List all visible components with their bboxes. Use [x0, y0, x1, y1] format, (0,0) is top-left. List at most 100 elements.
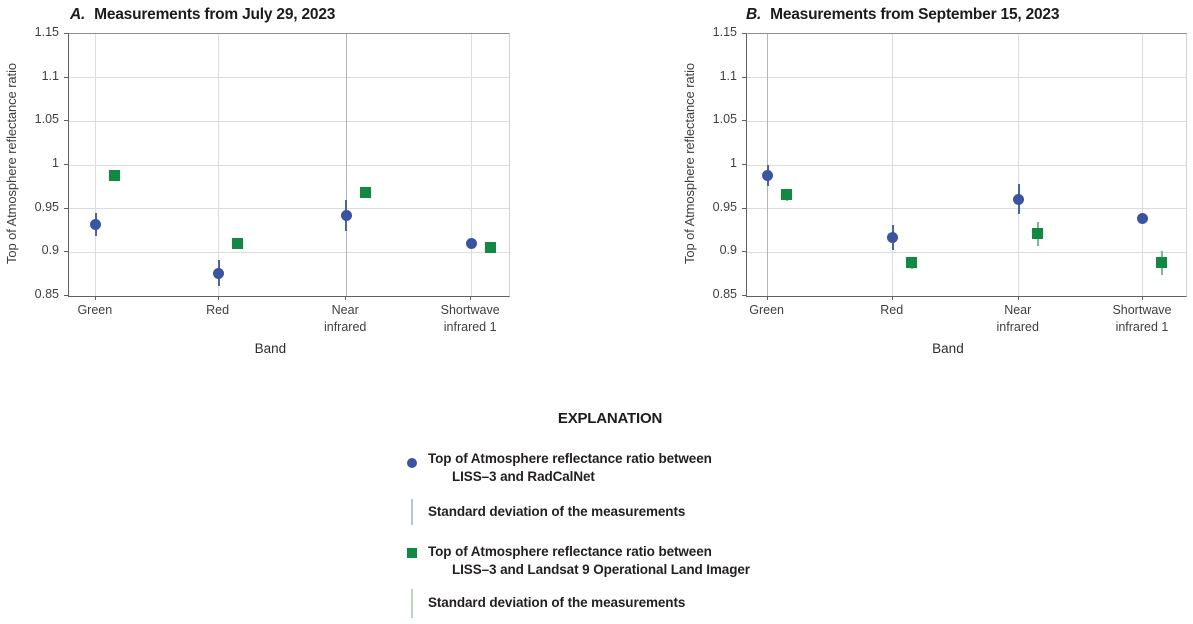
- y-tick-label: 0.85: [712, 287, 737, 301]
- y-tick-mark: [64, 76, 68, 78]
- data-point-circle: [213, 267, 225, 279]
- x-tick-mark: [470, 296, 472, 300]
- x-tick-mark: [1017, 296, 1019, 300]
- data-point-square: [1156, 257, 1168, 269]
- legend-item-2-line-2: LISS–3 and Landsat 9 Operational Land Im…: [452, 562, 750, 577]
- data-point-square: [484, 241, 496, 253]
- x-tick-label: Near infrared: [323, 303, 367, 334]
- x-tick-mark: [94, 296, 96, 300]
- y-tick-label: 0.95: [34, 199, 59, 214]
- y-tick-mark: [742, 76, 746, 78]
- y-tick-mark: [742, 164, 746, 165]
- x-gridline: [218, 34, 220, 296]
- y-tick-label: 1.1: [719, 68, 737, 83]
- legend-stddev-line-green-icon: [411, 589, 413, 618]
- legend-stddev-line-blue-icon: [411, 499, 413, 525]
- y-tick-label: 1: [52, 156, 59, 170]
- legend-square-icon: [407, 548, 417, 558]
- y-tick-label: 1.05: [712, 112, 737, 127]
- y-tick-mark: [64, 251, 68, 253]
- data-point-square: [906, 257, 918, 269]
- x-tick-mark: [345, 296, 347, 300]
- panel-a-letter: A.: [70, 6, 86, 23]
- x-tick-mark: [217, 296, 219, 300]
- panel-b-title-text: Measurements from September 15, 2023: [770, 6, 1060, 23]
- x-tick-mark: [891, 296, 893, 300]
- data-point-square: [359, 187, 371, 199]
- legend-item-1-line-2: LISS–3 and RadCalNet: [452, 469, 595, 484]
- x-tick-label: Red: [880, 303, 904, 317]
- panel-a-title: A. Measurements from July 29, 2023: [70, 6, 335, 24]
- legend-item-2-line-1: Top of Atmosphere reflectance ratio betw…: [428, 544, 712, 559]
- x-tick-label: Shortwave infrared 1: [440, 303, 500, 334]
- y-tick-label: 0.85: [34, 287, 59, 301]
- panel-b-title: B. Measurements from September 15, 2023: [746, 6, 1059, 24]
- x-tick-label: Red: [206, 303, 230, 317]
- legend-item-1-line-1: Top of Atmosphere reflectance ratio betw…: [428, 451, 712, 466]
- y-tick-label: 0.9: [719, 243, 737, 258]
- y-gridline: [69, 77, 509, 79]
- panel-b-x-axis-title: Band: [932, 341, 964, 356]
- data-point-square: [232, 238, 244, 250]
- y-tick-mark: [742, 33, 746, 34]
- y-tick-label: 1.1: [41, 68, 59, 83]
- y-tick-mark: [742, 207, 746, 209]
- data-point-circle: [340, 210, 352, 222]
- data-point-circle: [1013, 193, 1025, 205]
- x-gridline: [1142, 34, 1144, 296]
- explanation-legend: EXPLANATION Top of Atmosphere reflectanc…: [380, 405, 840, 624]
- x-tick-label: Green: [749, 303, 784, 317]
- y-gridline: [747, 164, 1186, 166]
- data-point-square: [1032, 228, 1044, 240]
- y-gridline: [69, 164, 509, 166]
- data-point-square: [109, 169, 121, 181]
- y-tick-label: 0.9: [41, 243, 59, 258]
- x-gridline: [892, 34, 894, 296]
- data-point-circle: [887, 231, 899, 243]
- explanation-heading: EXPLANATION: [557, 410, 663, 427]
- y-tick-label: 1.15: [34, 25, 59, 39]
- panel-a-title-text: Measurements from July 29, 2023: [94, 6, 336, 23]
- y-tick-label: 1.15: [712, 25, 737, 39]
- y-tick-mark: [64, 120, 68, 122]
- y-gridline: [747, 251, 1186, 253]
- y-tick-mark: [742, 295, 746, 296]
- x-tick-label: Near infrared: [996, 303, 1039, 334]
- y-tick-label: 0.95: [712, 199, 737, 214]
- y-gridline: [747, 120, 1186, 122]
- legend-stddev-1-label: Standard deviation of the measurements: [428, 504, 686, 519]
- panel-a-x-axis-title: Band: [254, 341, 287, 356]
- panel-b: B. Measurements from September 15, 2023 T…: [678, 0, 1193, 400]
- x-tick-label: Green: [77, 303, 113, 317]
- y-tick-mark: [64, 207, 68, 209]
- panel-a: A. Measurements from July 29, 2023 Top of…: [0, 0, 600, 400]
- x-gridline: [95, 34, 97, 296]
- y-tick-label: 1.05: [34, 112, 59, 127]
- x-gridline: [345, 34, 347, 296]
- y-gridline: [747, 208, 1186, 210]
- data-point-circle: [90, 218, 102, 230]
- y-tick-mark: [742, 251, 746, 253]
- data-point-circle: [762, 169, 774, 181]
- legend-stddev-2-label: Standard deviation of the measurements: [428, 595, 686, 610]
- x-tick-label: Shortwave infrared 1: [1112, 303, 1172, 334]
- y-gridline: [69, 120, 509, 122]
- panel-b-plot-area: [746, 33, 1187, 297]
- panel-a-plot-area: [68, 33, 510, 297]
- data-point-square: [781, 189, 793, 201]
- y-tick-mark: [64, 295, 68, 296]
- x-tick-mark: [766, 296, 768, 300]
- x-tick-mark: [1141, 296, 1143, 300]
- data-point-circle: [1137, 212, 1149, 224]
- y-gridline: [69, 251, 509, 253]
- y-tick-mark: [64, 33, 68, 34]
- legend-circle-icon: [407, 458, 417, 468]
- y-gridline: [747, 77, 1186, 79]
- y-tick-label: 1: [730, 156, 737, 170]
- y-tick-mark: [742, 120, 746, 122]
- x-gridline: [1018, 34, 1020, 296]
- y-gridline: [69, 208, 509, 210]
- data-point-circle: [465, 238, 477, 250]
- x-gridline: [470, 34, 472, 296]
